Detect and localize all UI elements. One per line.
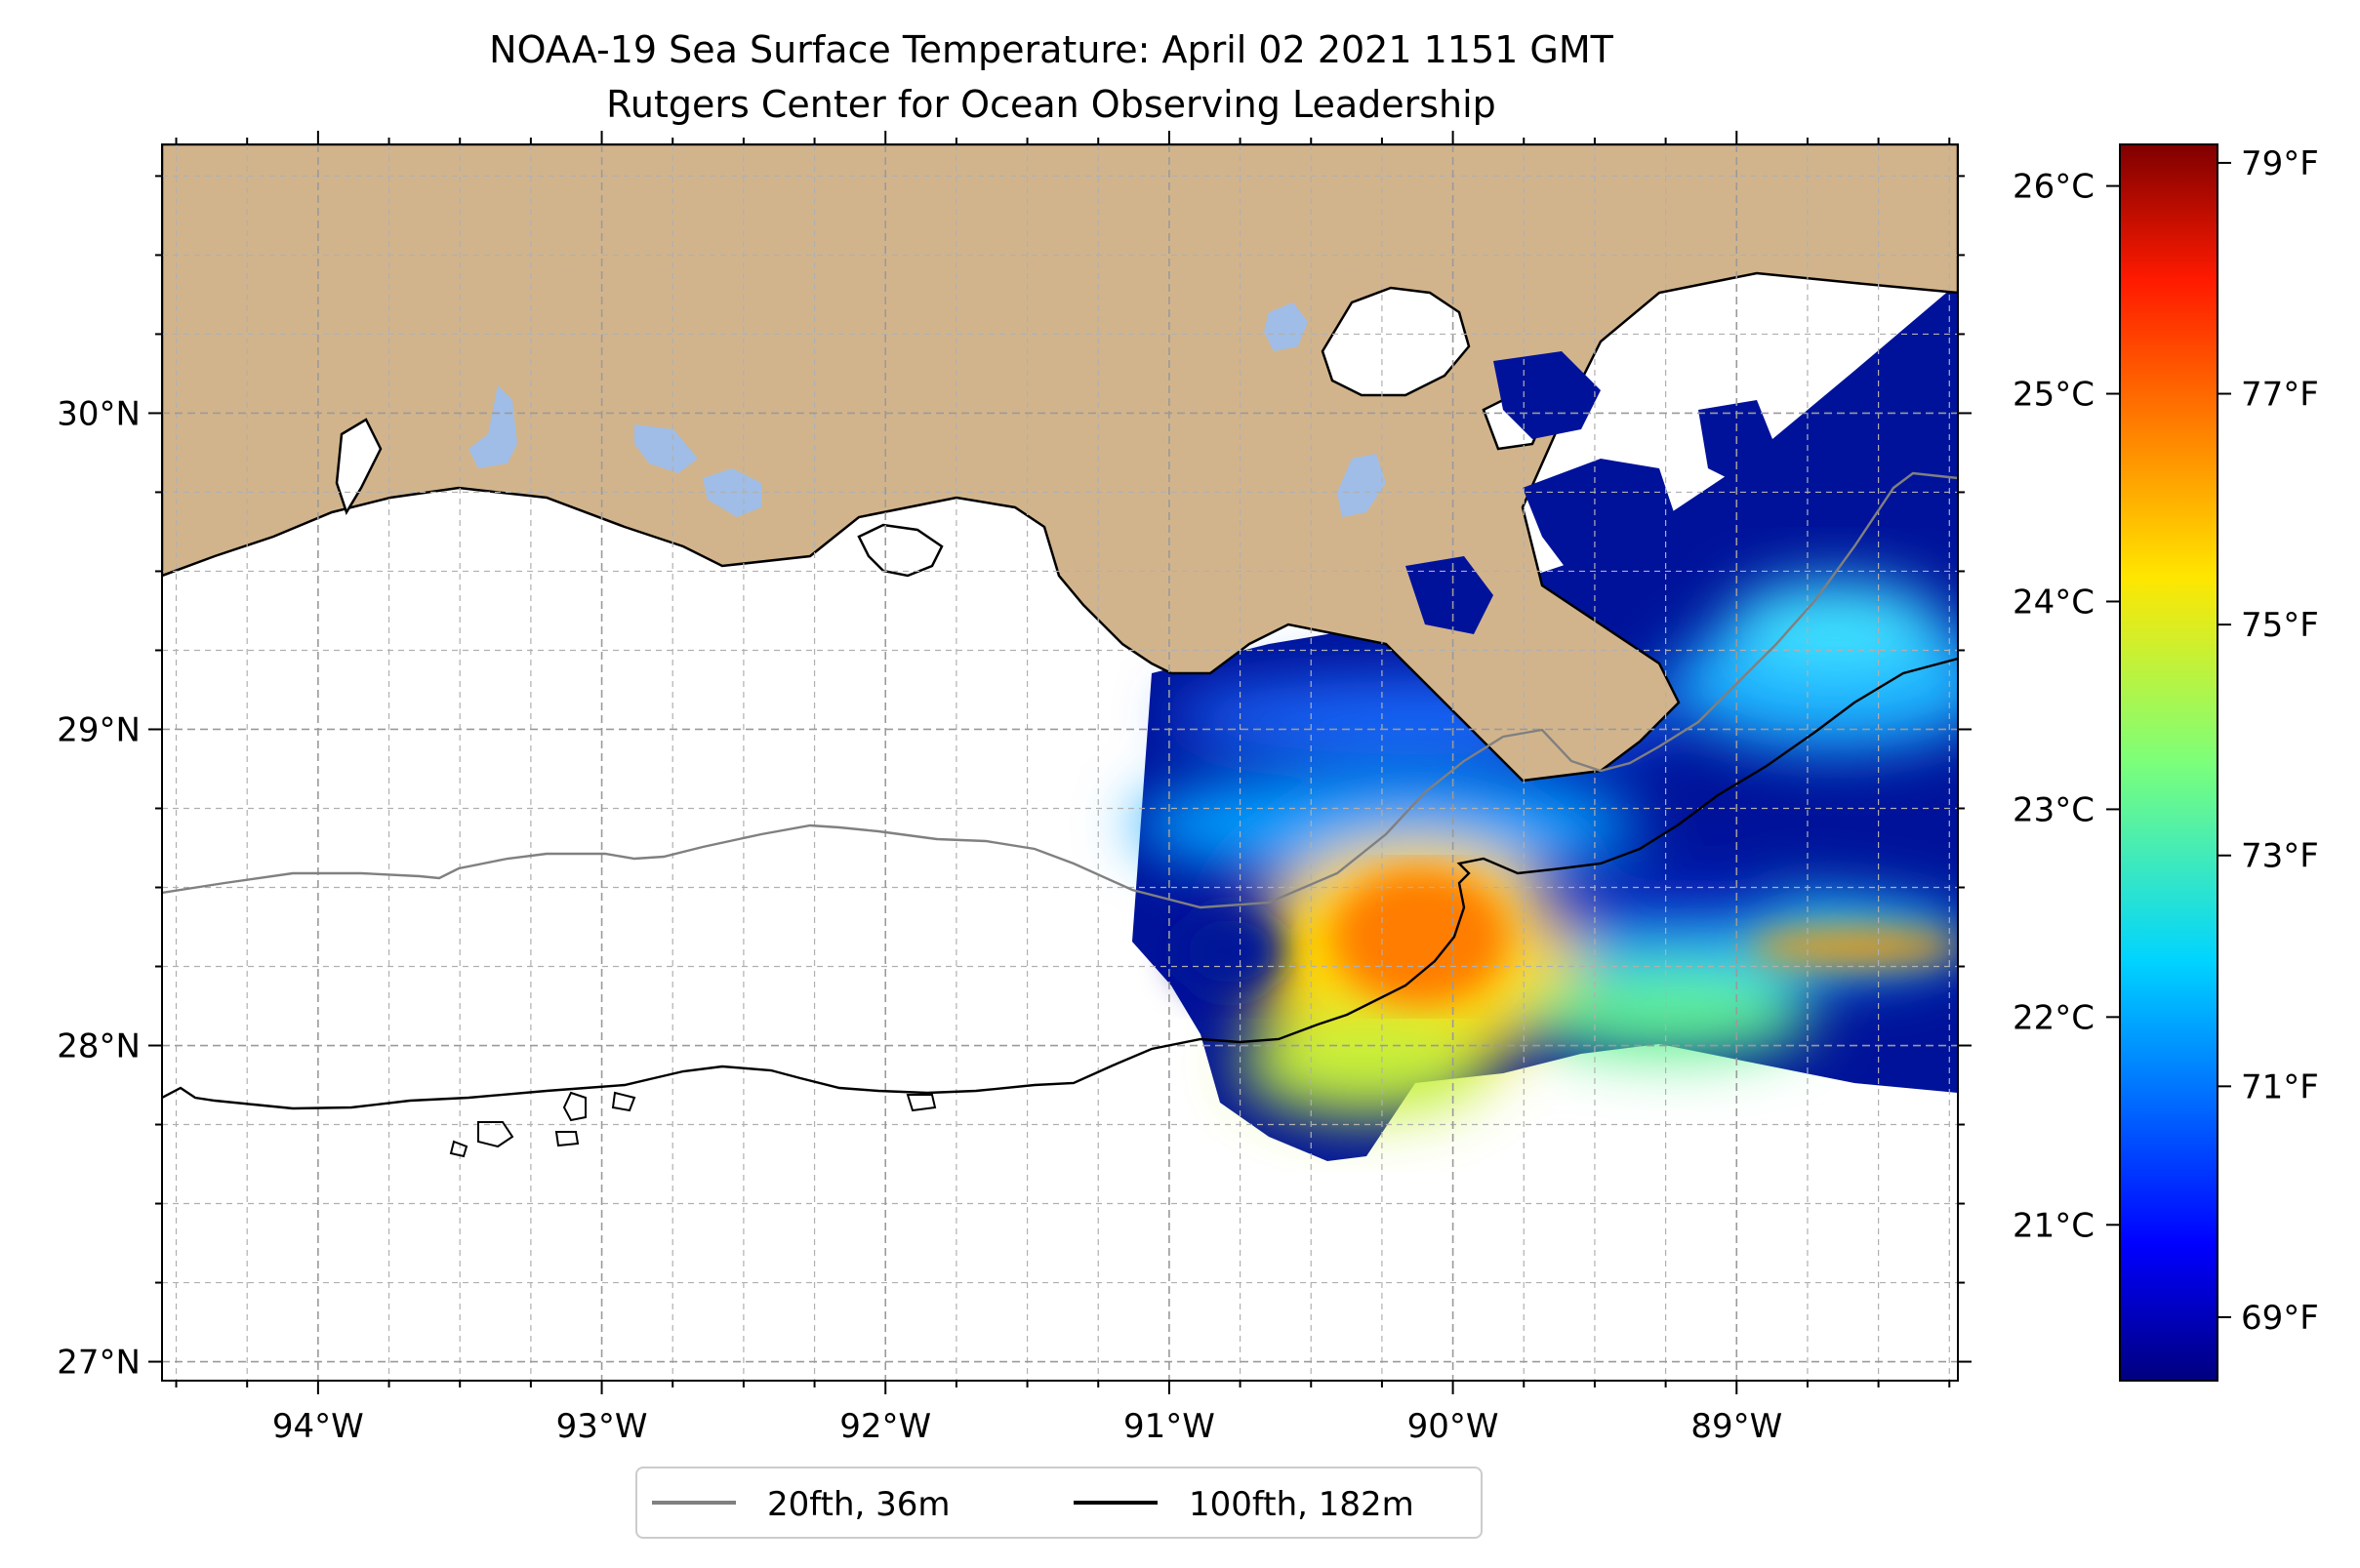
colorbar-fahrenheit-label: 71°F [2241,1067,2319,1106]
delta-marsh-3 [1405,556,1493,634]
legend-label-20fth: 20fth, 36m [767,1485,951,1524]
bank-2 [562,1091,587,1122]
lake-maurepas [1264,302,1308,351]
map-panel [162,144,1958,1381]
colorbar-gradient [2119,143,2218,1382]
isobath-100fth [162,657,1958,1110]
colorbar-celsius-label: 26°C [2013,168,2095,207]
sst-green-shelf [1523,971,1815,1059]
colorbar-celsius-label: 23°C [2013,790,2095,829]
bank-1 [477,1121,514,1148]
colorbar-celsius-label: 25°C [2013,376,2095,415]
sst-warm-core [1332,868,1508,1005]
minor-gridlines [162,144,1958,1381]
colorbar-celsius-label: 24°C [2013,583,2095,622]
grand-lake [634,424,698,473]
lake-pontchartrain [1321,286,1471,397]
sst-dark-pocket-west [1176,907,1283,995]
inland-lakes [468,302,1386,517]
colorbar-celsius-ticks: 21°C 22°C 23°C 24°C 25°C 26°C [2013,168,2120,1245]
bank-3 [611,1091,636,1112]
lat-tick-label: 27°N [57,1344,141,1383]
bank-6 [554,1131,580,1147]
lac-des-allemands [1337,454,1386,517]
map-ticks [148,131,1972,1394]
lon-tick-label: 91°W [1123,1407,1215,1446]
map-title-line2: Rutgers Center for Ocean Observing Leade… [606,83,1496,126]
lon-tick-label: 89°W [1690,1407,1782,1446]
colorbar-fahrenheit-label: 77°F [2241,376,2319,415]
colorbar-fahrenheit-label: 79°F [2241,144,2319,183]
vermilion-bay [857,523,944,578]
offshore-banks [449,1091,937,1158]
colorbar-fahrenheit-label: 69°F [2241,1299,2319,1338]
lon-tick-label: 90°W [1407,1407,1499,1446]
isobath-legend: 20fth, 36m 100fth, 182m [635,1467,1483,1539]
legend-box [635,1467,1483,1539]
map-title-line1: NOAA-19 Sea Surface Temperature: April 0… [489,28,1613,71]
sst-band-mid [1132,771,1640,878]
lon-tick-label: 94°W [272,1407,364,1446]
colorbar-fahrenheit-label: 75°F [2241,606,2319,645]
sst-band-cyan-east [1728,581,1942,668]
delta-marsh-2 [1523,459,1679,605]
sabine-lake [335,418,383,515]
sst-warm-tongue-south [1240,1010,1493,1117]
lon-tick-label: 93°W [556,1407,648,1446]
colorbar-fahrenheit-label: 73°F [2241,837,2319,876]
lat-tick-label: 30°N [57,394,141,433]
lon-tick-label: 92°W [839,1407,931,1446]
lat-tick-label: 29°N [57,710,141,749]
map-frame [161,143,1959,1382]
colorbar-celsius-label: 21°C [2013,1206,2095,1245]
colorbar-fahrenheit-ticks: 69°F 71°F 73°F 75°F 77°F 79°F [2218,144,2319,1338]
sst-cool-dip [1523,883,1796,942]
major-gridlines [162,144,1958,1381]
colorbar: 21°C 22°C 23°C 24°C 25°C 26°C 69°F 71°F 73°F 75°… [2013,143,2319,1382]
latitude-labels: 27°N 28°N 29°N 30°N [57,394,141,1382]
colorbar-celsius-label: 22°C [2013,998,2095,1037]
bank-5 [449,1140,468,1158]
delta-marsh-1 [1493,351,1601,439]
calcasieu-lake [468,385,517,468]
isobath-20fth [162,471,1958,909]
land-mass [162,144,1958,783]
longitude-labels: 94°W 93°W 92°W 91°W 90°W 89°W [272,1407,1782,1446]
bank-4 [906,1094,937,1112]
legend-label-100fth: 100fth, 182m [1189,1485,1414,1524]
lat-tick-label: 28°N [57,1027,141,1066]
sst-warm-east-strip [1747,929,1958,964]
